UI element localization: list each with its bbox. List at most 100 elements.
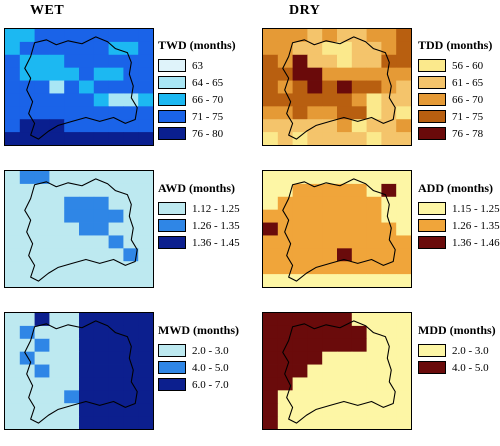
add-grid-cell bbox=[263, 171, 279, 185]
add-legend-item: 1.36 - 1.46 bbox=[418, 234, 500, 251]
awd-grid-cell bbox=[64, 209, 80, 223]
mwd-grid-cell bbox=[19, 351, 35, 365]
add-grid-cell bbox=[263, 248, 279, 262]
add-grid-cell bbox=[351, 274, 367, 287]
mdd-grid-cell bbox=[322, 338, 338, 353]
tdd-grid-cell bbox=[307, 80, 323, 94]
mdd-legend-title: MDD (months) bbox=[418, 323, 496, 337]
mwd-grid-cell bbox=[19, 390, 35, 404]
twd-grid-cell bbox=[64, 80, 80, 94]
twd-legend-label: 66 - 70 bbox=[192, 93, 224, 106]
tdd-grid-cell bbox=[337, 93, 353, 107]
mwd-grid-cell bbox=[5, 351, 21, 365]
mwd-grid-cell bbox=[123, 364, 139, 378]
tdd-grid-cell bbox=[337, 54, 353, 69]
tdd-grid-cell bbox=[366, 106, 382, 120]
awd-legend: AWD (months) 1.12 - 1.25 1.26 - 1.35 1.36 -… bbox=[158, 181, 240, 251]
awd-grid-cell bbox=[123, 235, 139, 249]
mdd-grid-cell bbox=[351, 325, 367, 340]
mwd-grid-cell bbox=[138, 325, 153, 340]
awd-grid-cell bbox=[5, 248, 21, 262]
twd-grid-cell bbox=[123, 80, 139, 94]
tdd-grid-cell bbox=[292, 93, 308, 107]
mwd-legend-swatch bbox=[158, 361, 186, 374]
add-grid-cell bbox=[292, 261, 308, 275]
tdd-grid-cell bbox=[351, 29, 367, 43]
mwd-grid-cell bbox=[138, 338, 153, 353]
mwd-grid-cell bbox=[79, 338, 95, 353]
mdd-grid-cell bbox=[277, 390, 293, 404]
mwd-catchment-boundary bbox=[24, 320, 138, 424]
awd-grid-cell bbox=[108, 222, 124, 236]
twd-map bbox=[4, 28, 154, 146]
mwd-grid-cell bbox=[93, 403, 109, 417]
tdd-legend-swatch bbox=[418, 127, 446, 140]
mwd-grid-cell bbox=[108, 313, 124, 327]
twd-grid-cell bbox=[108, 80, 124, 94]
mwd-grid-cell bbox=[34, 403, 50, 417]
add-grid-cell bbox=[381, 274, 397, 287]
awd-grid-cell bbox=[123, 209, 139, 223]
tdd-legend: TDD (months) 56 - 60 61 - 65 66 - 70 71 - 75… bbox=[418, 38, 492, 142]
add-grid-cell bbox=[307, 209, 323, 223]
mwd-legend: MWD (months) 2.0 - 3.0 4.0 - 5.0 6.0 - 7.0 bbox=[158, 323, 239, 393]
mdd-grid-cell bbox=[337, 325, 353, 340]
add-grid-cell bbox=[351, 222, 367, 236]
mwd-grid-cell bbox=[138, 403, 153, 417]
twd-grid-cell bbox=[138, 54, 153, 69]
awd-grid-cell bbox=[19, 248, 35, 262]
add-catchment-boundary bbox=[282, 178, 396, 282]
awd-grid-cell bbox=[108, 248, 124, 262]
twd-grid-cell bbox=[64, 132, 80, 145]
twd-grid-cell bbox=[138, 67, 153, 81]
add-legend-swatch bbox=[418, 236, 446, 249]
mwd-grid-cell bbox=[93, 338, 109, 353]
mdd-grid-cell bbox=[307, 338, 323, 353]
mwd-grid-cell bbox=[34, 416, 50, 429]
add-grid-cell bbox=[366, 248, 382, 262]
awd-grid-cell bbox=[93, 248, 109, 262]
mwd-grid-cell bbox=[79, 416, 95, 429]
add-grid-cell bbox=[337, 209, 353, 223]
mdd-grid-cell bbox=[292, 351, 308, 365]
twd-grid-cell bbox=[138, 29, 153, 43]
twd-legend-swatch bbox=[158, 127, 186, 140]
tdd-grid-cell bbox=[322, 93, 338, 107]
mwd-grid-cell bbox=[93, 313, 109, 327]
add-legend-label: 1.26 - 1.35 bbox=[452, 219, 500, 232]
awd-grid-cell bbox=[5, 261, 21, 275]
mwd-grid-cell bbox=[93, 377, 109, 391]
mwd-grid-cell bbox=[34, 351, 50, 365]
tdd-grid-cell bbox=[396, 67, 411, 81]
mwd-legend-label: 4.0 - 5.0 bbox=[192, 361, 229, 374]
mwd-grid-cell bbox=[108, 364, 124, 378]
tdd-grid-cell bbox=[366, 132, 382, 145]
tdd-grid-cell bbox=[322, 132, 338, 145]
awd-grid-cell bbox=[108, 209, 124, 223]
mdd-catchment-boundary bbox=[282, 320, 396, 424]
mwd-grid-cell bbox=[138, 364, 153, 378]
twd-legend-title: TWD (months) bbox=[158, 38, 236, 52]
mwd-grid-cell bbox=[79, 351, 95, 365]
awd-grid-cell bbox=[64, 248, 80, 262]
awd-legend-label: 1.12 - 1.25 bbox=[192, 202, 240, 215]
awd-legend-label: 1.36 - 1.45 bbox=[192, 236, 240, 249]
add-grid-cell bbox=[351, 196, 367, 211]
twd-legend-item: 76 - 80 bbox=[158, 125, 236, 142]
tdd-grid-cell bbox=[337, 67, 353, 81]
twd-legend-label: 71 - 75 bbox=[192, 110, 224, 123]
mdd-grid-cell bbox=[263, 364, 279, 378]
mdd-grid-cell bbox=[351, 313, 367, 327]
mdd-grid-cell bbox=[396, 338, 411, 353]
awd-grid-cell bbox=[34, 248, 50, 262]
mwd-grid-cell bbox=[93, 390, 109, 404]
tdd-grid-cell bbox=[292, 67, 308, 81]
mdd-grid-cell bbox=[337, 390, 353, 404]
twd-grid-cell bbox=[49, 29, 65, 43]
add-grid-cell bbox=[292, 183, 308, 198]
tdd-grid-cell bbox=[263, 106, 279, 120]
add-grid-cell bbox=[337, 274, 353, 287]
twd-grid-cell bbox=[79, 29, 95, 43]
tdd-grid-cell bbox=[307, 41, 323, 56]
mwd-grid-cell bbox=[93, 364, 109, 378]
